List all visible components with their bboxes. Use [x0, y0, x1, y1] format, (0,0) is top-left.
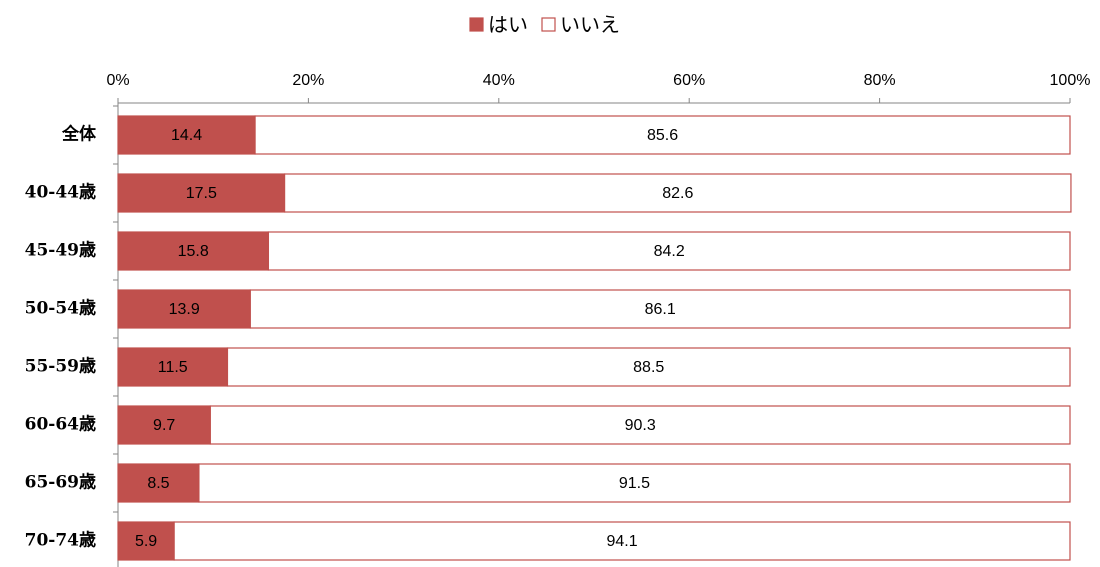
bar-segment: [117, 173, 286, 213]
bar-segment: [249, 289, 1071, 329]
data-label: 86.1: [645, 301, 676, 318]
category-label: 40-44歳: [25, 182, 96, 203]
bar-segment: [117, 521, 175, 561]
data-label: 8.5: [147, 475, 169, 492]
bar-segment: [173, 521, 1071, 561]
bar-segment: [117, 463, 200, 503]
category-label: 55-59歳: [25, 356, 96, 377]
data-label: 9.7: [153, 417, 175, 434]
bar-segment: [226, 347, 1071, 387]
legend-label: はい: [488, 14, 528, 36]
x-tick-label: 100%: [1050, 72, 1091, 89]
x-tick-label: 80%: [864, 72, 896, 89]
bar-segment: [198, 463, 1071, 503]
bar-segment: [117, 289, 251, 329]
category-label: 65-69歳: [25, 472, 96, 493]
category-label: 50-54歳: [25, 298, 96, 319]
bar-segment: [267, 231, 1071, 271]
x-tick-label: 60%: [673, 72, 705, 89]
x-tick-label: 20%: [292, 72, 324, 89]
data-label: 13.9: [169, 301, 200, 318]
legend-swatch: [469, 17, 484, 32]
category-label: 全体: [61, 124, 97, 145]
data-label: 91.5: [619, 475, 650, 492]
bar-segment: [117, 347, 229, 387]
data-label: 94.1: [607, 533, 638, 550]
bar-segment: [209, 405, 1071, 445]
data-label: 82.6: [662, 185, 693, 202]
data-label: 85.6: [647, 127, 678, 144]
data-label: 90.3: [625, 417, 656, 434]
legend-swatch: [541, 17, 556, 32]
bar-segment: [284, 173, 1072, 213]
data-label: 14.4: [171, 127, 202, 144]
data-label: 84.2: [654, 243, 685, 260]
bar-segment: [117, 405, 211, 445]
category-label: 45-49歳: [25, 240, 96, 261]
x-tick-label: 40%: [483, 72, 515, 89]
legend-label: いいえ: [560, 14, 620, 36]
data-label: 15.8: [178, 243, 209, 260]
bar-segment: [117, 231, 270, 271]
data-label: 11.5: [158, 359, 188, 376]
data-label: 17.5: [186, 185, 217, 202]
data-label: 5.9: [135, 533, 157, 550]
data-label: 88.5: [633, 359, 664, 376]
category-label: 70-74歳: [25, 530, 96, 551]
bar-segment: [254, 115, 1071, 155]
x-tick-label: 0%: [106, 72, 129, 89]
category-label: 60-64歳: [25, 414, 96, 435]
